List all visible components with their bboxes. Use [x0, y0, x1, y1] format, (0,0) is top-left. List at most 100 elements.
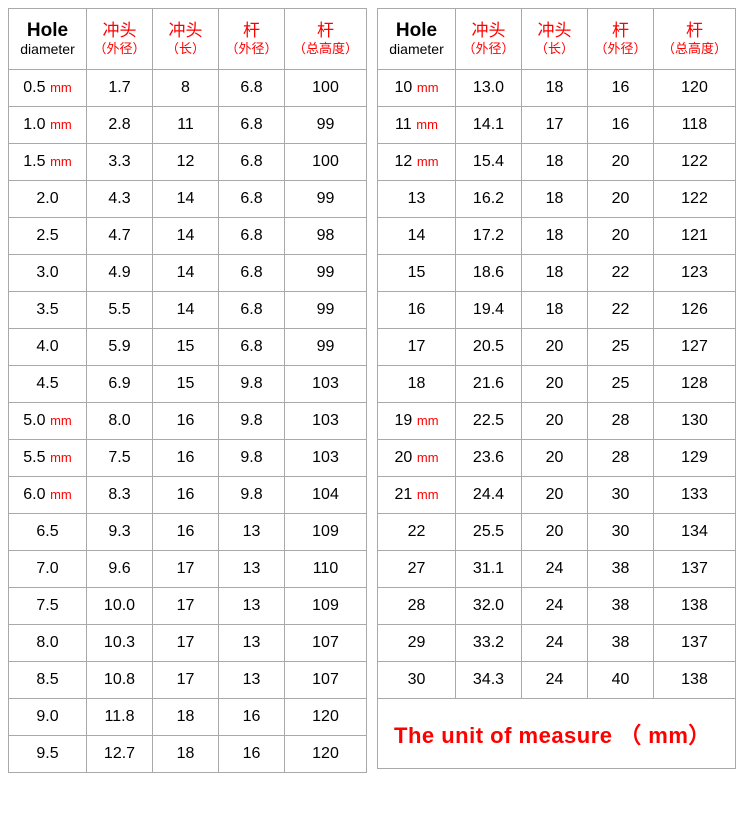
table-row: 6.0 mm8.3169.8104 [9, 477, 367, 514]
cell-punch-len: 18 [522, 218, 588, 255]
cell-punch-len: 17 [153, 551, 219, 588]
cell-rod-od: 38 [588, 551, 654, 588]
cell-rod-height: 107 [285, 625, 367, 662]
cell-punch-len: 14 [153, 292, 219, 329]
cell-diameter: 16 [378, 292, 456, 329]
cell-punch-od: 12.7 [87, 736, 153, 773]
mm-unit: mm [46, 154, 71, 169]
cell-punch-len: 8 [153, 70, 219, 107]
cell-diameter: 5.5 mm [9, 440, 87, 477]
table-row: 3.55.5146.899 [9, 292, 367, 329]
cell-punch-len: 18 [153, 699, 219, 736]
cell-rod-height: 100 [285, 144, 367, 181]
cell-punch-len: 20 [522, 514, 588, 551]
cell-rod-od: 16 [588, 70, 654, 107]
table-row: 3.04.9146.899 [9, 255, 367, 292]
cell-rod-od: 9.8 [219, 440, 285, 477]
left-column: Hole diameter 冲头 （外径） 冲头 （长） 杆 （外径） [8, 8, 367, 773]
cell-punch-od: 19.4 [456, 292, 522, 329]
cell-punch-od: 2.8 [87, 107, 153, 144]
cell-punch-od: 20.5 [456, 329, 522, 366]
cell-punch-od: 22.5 [456, 403, 522, 440]
header-row: Hole diameter 冲头 （外径） 冲头 （长） 杆 （外径） [9, 9, 367, 70]
cell-diameter: 8.0 [9, 625, 87, 662]
cell-punch-od: 14.1 [456, 107, 522, 144]
cell-rod-od: 6.8 [219, 329, 285, 366]
header-col3-main: 冲头 [522, 21, 587, 41]
cell-punch-od: 7.5 [87, 440, 153, 477]
cell-punch-len: 16 [153, 403, 219, 440]
cell-diameter: 0.5 mm [9, 70, 87, 107]
header-col2-sub: （外径） [87, 41, 152, 57]
cell-rod-od: 30 [588, 514, 654, 551]
cell-rod-od: 22 [588, 255, 654, 292]
cell-punch-od: 9.3 [87, 514, 153, 551]
cell-punch-od: 33.2 [456, 625, 522, 662]
cell-diameter: 12 mm [378, 144, 456, 181]
cell-diameter: 11 mm [378, 107, 456, 144]
mm-unit: mm [413, 117, 438, 132]
cell-punch-len: 16 [153, 440, 219, 477]
cell-diameter: 29 [378, 625, 456, 662]
header-col3-sub: （长） [153, 41, 218, 57]
cell-punch-len: 18 [522, 292, 588, 329]
cell-diameter: 3.5 [9, 292, 87, 329]
cell-diameter: 13 [378, 181, 456, 218]
table-row: 1821.62025128 [378, 366, 736, 403]
cell-diameter: 2.5 [9, 218, 87, 255]
cell-punch-od: 21.6 [456, 366, 522, 403]
cell-rod-od: 40 [588, 662, 654, 699]
mm-unit: mm [413, 487, 438, 502]
cell-punch-od: 16.2 [456, 181, 522, 218]
cell-punch-len: 18 [522, 144, 588, 181]
table-row: 2.04.3146.899 [9, 181, 367, 218]
table-row: 4.56.9159.8103 [9, 366, 367, 403]
header-col3-sub: （长） [522, 41, 587, 57]
cell-punch-od: 24.4 [456, 477, 522, 514]
right-column: Hole diameter 冲头 （外径） 冲头 （长） 杆 （外径） [377, 8, 736, 773]
cell-rod-od: 6.8 [219, 181, 285, 218]
cell-diameter: 14 [378, 218, 456, 255]
cell-rod-od: 16 [219, 699, 285, 736]
cell-diameter: 3.0 [9, 255, 87, 292]
cell-rod-od: 22 [588, 292, 654, 329]
cell-diameter: 6.5 [9, 514, 87, 551]
cell-punch-od: 18.6 [456, 255, 522, 292]
table-row: 2.54.7146.898 [9, 218, 367, 255]
header-hole-main: Hole [378, 21, 455, 42]
cell-punch-od: 25.5 [456, 514, 522, 551]
cell-rod-od: 13 [219, 551, 285, 588]
header-col4-main: 杆 [588, 21, 653, 41]
cell-rod-od: 38 [588, 625, 654, 662]
table-row: 2933.22438137 [378, 625, 736, 662]
mm-unit: mm [46, 413, 71, 428]
cell-punch-od: 23.6 [456, 440, 522, 477]
table-row: 8.510.81713107 [9, 662, 367, 699]
cell-punch-len: 24 [522, 625, 588, 662]
cell-rod-od: 20 [588, 218, 654, 255]
cell-diameter: 22 [378, 514, 456, 551]
mm-unit: mm [46, 450, 71, 465]
cell-rod-height: 107 [285, 662, 367, 699]
cell-rod-height: 103 [285, 440, 367, 477]
cell-rod-height: 122 [654, 144, 736, 181]
cell-punch-len: 18 [522, 70, 588, 107]
header-rod-height: 杆 （总高度） [654, 9, 736, 70]
cell-diameter: 7.0 [9, 551, 87, 588]
cell-rod-od: 9.8 [219, 477, 285, 514]
cell-punch-od: 6.9 [87, 366, 153, 403]
cell-punch-len: 18 [153, 736, 219, 773]
cell-punch-len: 14 [153, 255, 219, 292]
cell-diameter: 30 [378, 662, 456, 699]
cell-rod-height: 99 [285, 255, 367, 292]
cell-punch-len: 17 [153, 588, 219, 625]
cell-punch-od: 8.0 [87, 403, 153, 440]
cell-rod-height: 120 [285, 736, 367, 773]
cell-punch-od: 4.3 [87, 181, 153, 218]
cell-punch-len: 20 [522, 403, 588, 440]
cell-rod-height: 99 [285, 107, 367, 144]
cell-diameter: 27 [378, 551, 456, 588]
header-hole-sub: diameter [9, 42, 86, 57]
cell-rod-od: 6.8 [219, 107, 285, 144]
header-hole: Hole diameter [378, 9, 456, 70]
